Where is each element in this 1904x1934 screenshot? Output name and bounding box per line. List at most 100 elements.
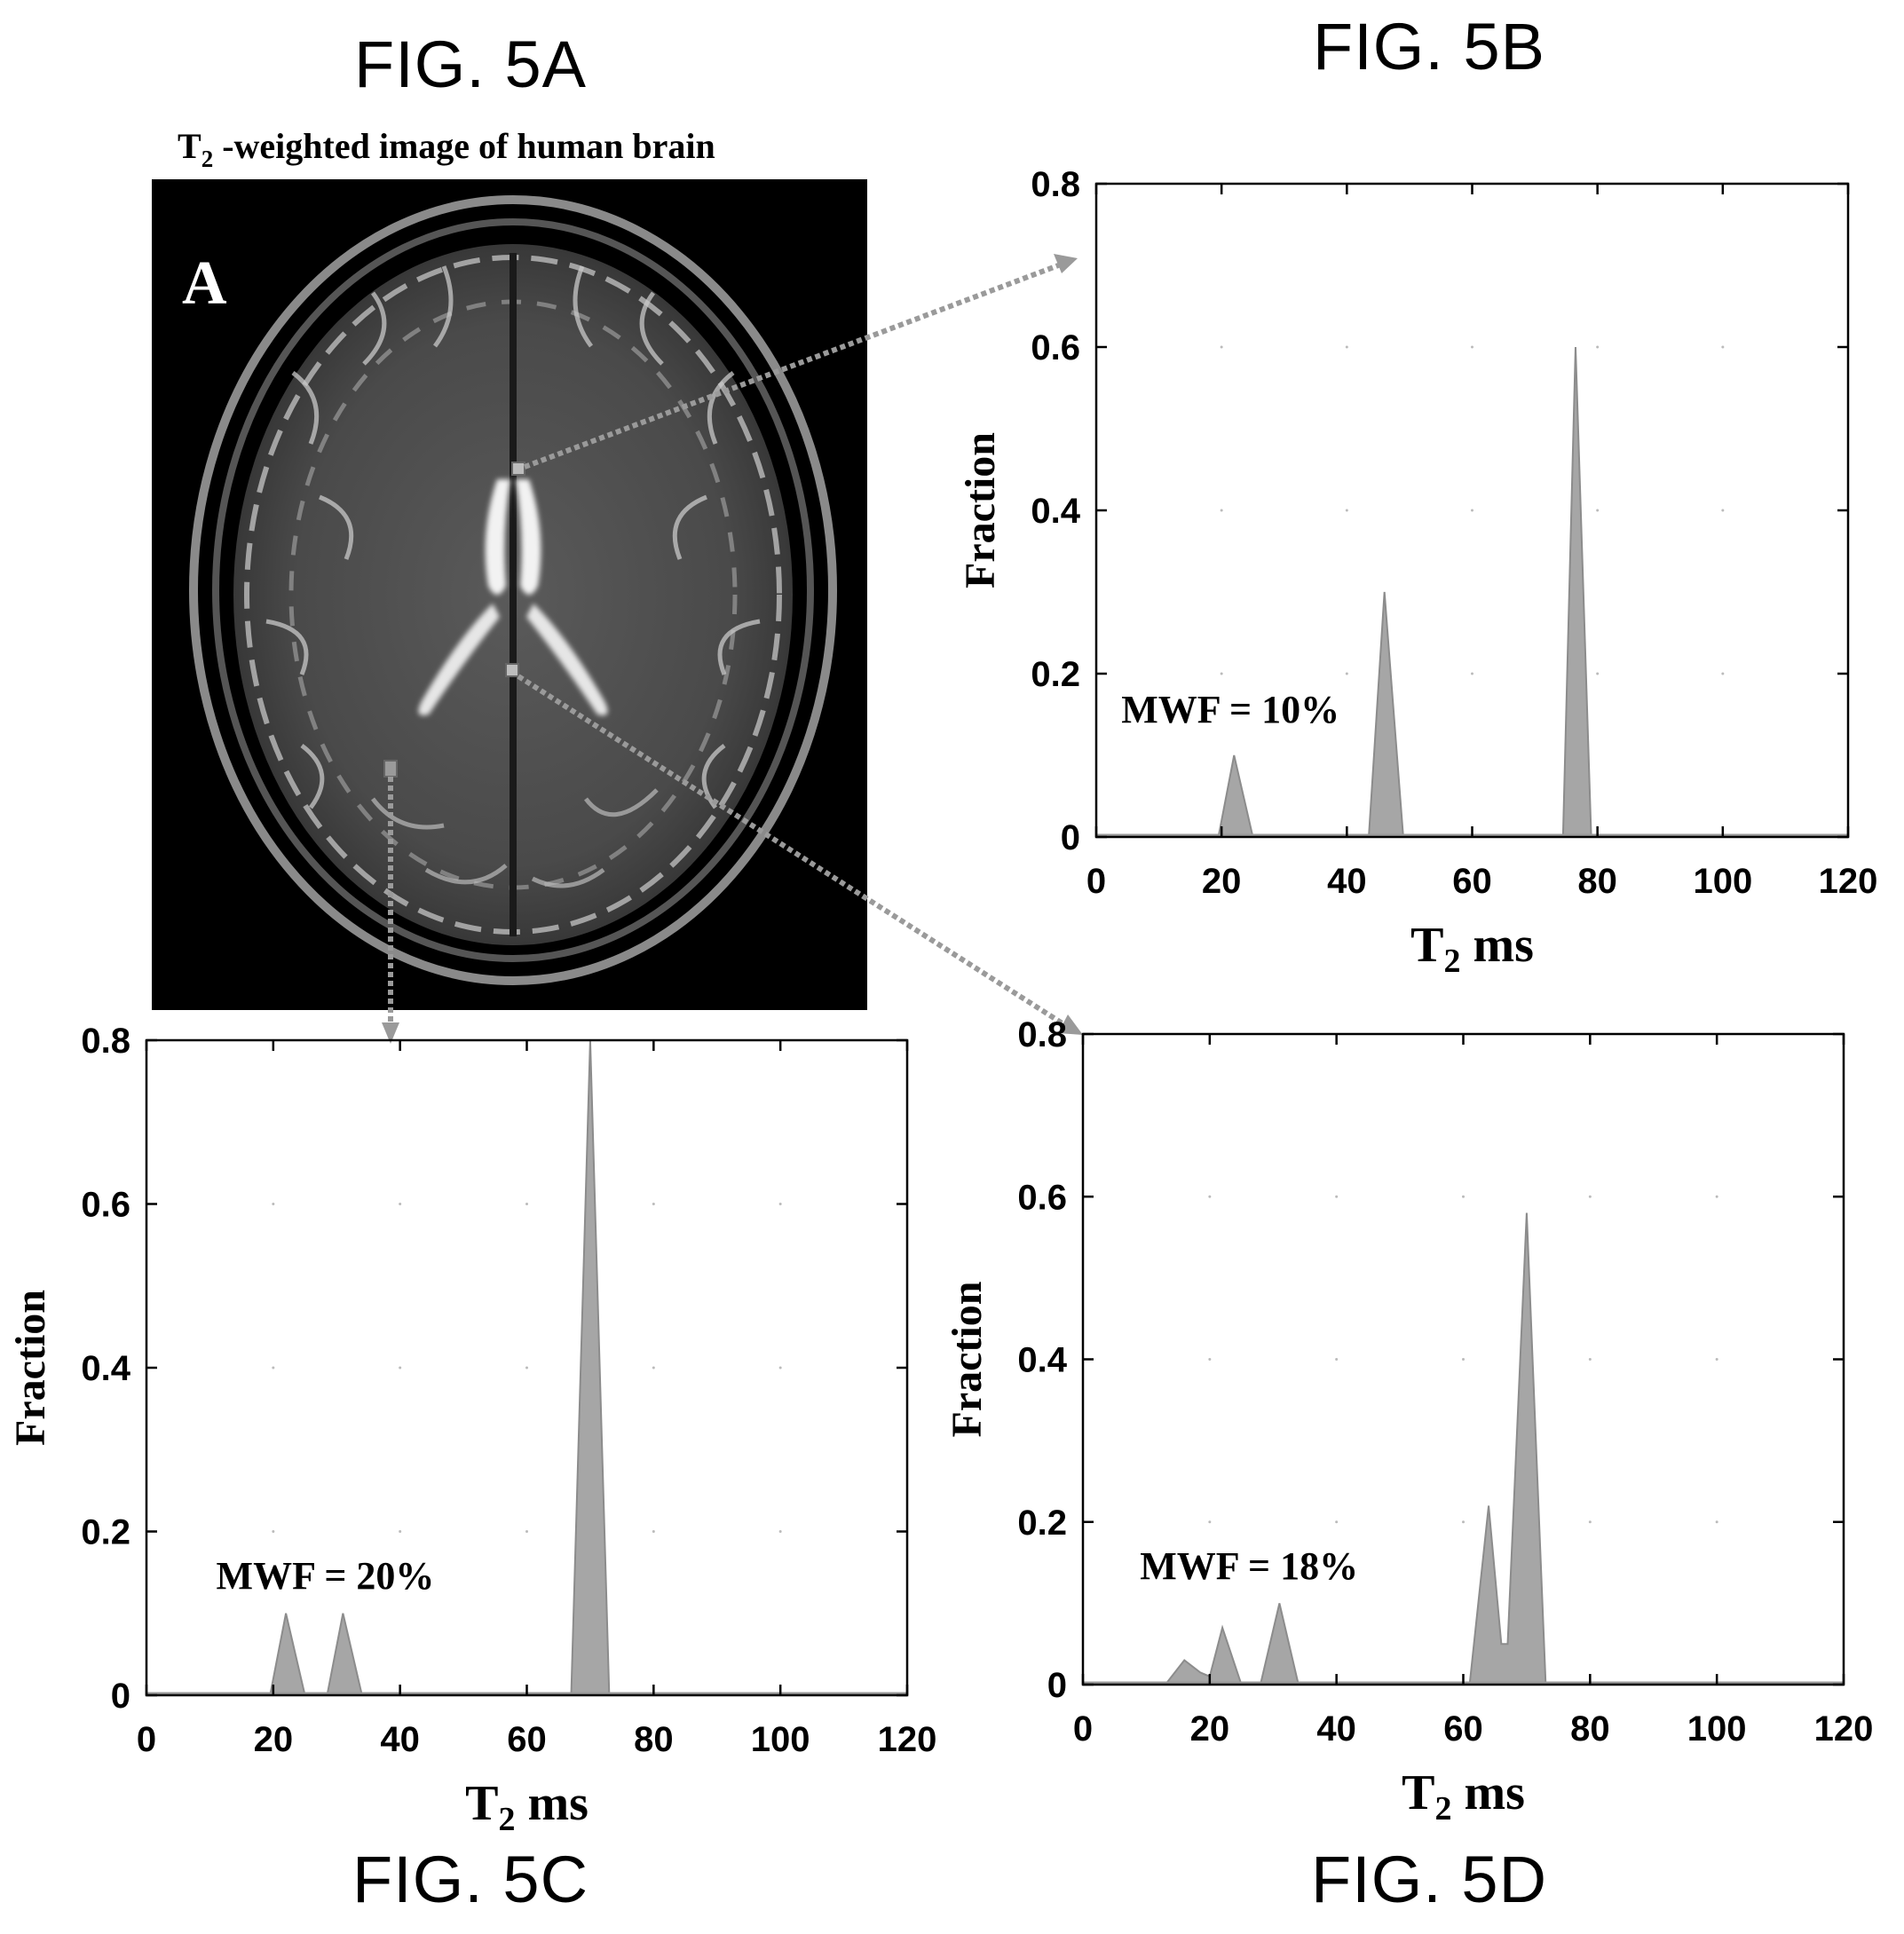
grid-dot <box>1462 1195 1465 1198</box>
y-tick-label: 0.6 <box>81 1186 130 1225</box>
x-tick-label: 0 <box>1086 862 1106 901</box>
y-axis-label: Fraction <box>957 432 1004 588</box>
arrowhead-5d <box>1058 1014 1083 1035</box>
y-tick-label: 0.6 <box>1031 328 1080 367</box>
grid-dot <box>1596 672 1600 675</box>
x-axis-label: T2 ms <box>1410 918 1534 980</box>
y-tick-label: 0 <box>1047 1666 1067 1705</box>
grid-dot <box>272 1203 275 1205</box>
arrow-to-5d <box>517 674 1067 1028</box>
mwf-annotation: MWF = 20% <box>217 1554 435 1598</box>
x-tick-label: 40 <box>1327 862 1367 901</box>
x-tick-label: 60 <box>1443 1709 1483 1748</box>
x-tick-label: 20 <box>1190 1709 1230 1748</box>
grid-dot <box>1220 345 1223 349</box>
distribution-area <box>1096 346 1848 838</box>
fig-5c-label: FIG. 5C <box>352 1843 589 1916</box>
grid-dot <box>1721 672 1725 675</box>
panel-letter-a: A <box>182 249 227 318</box>
x-tick-label: 120 <box>1819 862 1878 901</box>
roi-marker-b <box>511 462 525 476</box>
x-tick-label: 80 <box>1577 862 1617 901</box>
y-tick-label: 0.8 <box>1031 165 1080 204</box>
grid-dot <box>1715 1520 1718 1524</box>
grid-dot <box>1220 672 1223 675</box>
grid-dot <box>399 1366 402 1370</box>
grid-dot <box>1345 672 1348 675</box>
grid-dot <box>1208 1358 1212 1361</box>
grid-dot <box>1471 509 1473 512</box>
grid-dot <box>1596 509 1600 512</box>
grid-dot <box>1588 1520 1592 1524</box>
roi-marker-d <box>505 663 519 677</box>
chart-5b: 0 20 40 60 80 100 120 0 0.2 0.4 0.6 0.8 T2 ms Fractio… <box>957 165 1877 980</box>
y-tick-label: 0 <box>1061 818 1080 857</box>
grid-dot <box>778 1203 782 1205</box>
grid-dot <box>652 1530 655 1533</box>
y-tick-label: 0 <box>111 1677 130 1716</box>
y-tick-label: 0.2 <box>1031 655 1080 694</box>
connector-arrows <box>388 262 1067 1028</box>
grid-dot <box>525 1530 528 1533</box>
y-tick-label: 0.4 <box>81 1349 130 1388</box>
chart-5d: 0 20 40 60 80 100 120 0 0.2 0.4 0.6 0.8 T2 ms Fractio… <box>944 1015 1873 1827</box>
grid-dot <box>1721 509 1725 512</box>
x-tick-label: 40 <box>380 1720 420 1759</box>
grid-dot <box>1462 1358 1465 1361</box>
y-tick-label: 0.4 <box>1031 492 1080 531</box>
x-tick-label: 80 <box>1570 1709 1610 1748</box>
x-tick-label: 100 <box>1693 862 1752 901</box>
chart-5c: 0 20 40 60 80 100 120 0 0.2 0.4 0.6 0.8 T2 ms Fractio… <box>7 1022 936 1838</box>
grid-dot <box>1208 1520 1212 1524</box>
x-tick-label: 100 <box>751 1720 810 1759</box>
x-tick-label: 60 <box>507 1720 547 1759</box>
distribution-area <box>1083 1212 1844 1685</box>
x-tick-label: 120 <box>878 1720 937 1759</box>
x-axis-label: T2 ms <box>1402 1765 1525 1827</box>
grid-dot <box>272 1530 275 1533</box>
grid-dot <box>652 1203 655 1205</box>
x-tick-label: 100 <box>1687 1709 1747 1748</box>
y-tick-label: 0.2 <box>1017 1504 1067 1543</box>
y-axis-label: Fraction <box>7 1290 54 1446</box>
fig-5b-label: FIG. 5B <box>1313 10 1545 83</box>
grid-dot <box>1345 509 1348 512</box>
grid-dot <box>1588 1195 1592 1198</box>
y-tick-label: 0.8 <box>81 1022 130 1061</box>
grid-dot <box>778 1366 782 1370</box>
roi-marker-c <box>383 760 398 778</box>
y-axis-label: Fraction <box>944 1282 991 1438</box>
grid-dot <box>1335 1195 1339 1198</box>
grid-dot <box>399 1203 402 1205</box>
x-tick-label: 60 <box>1452 862 1492 901</box>
mri-brain-image: A <box>152 179 867 1010</box>
x-tick-label: 0 <box>137 1720 156 1759</box>
x-tick-label: 40 <box>1316 1709 1356 1748</box>
grid-dot <box>525 1203 528 1205</box>
grid-dot <box>1335 1520 1339 1524</box>
x-tick-label: 80 <box>634 1720 674 1759</box>
arrow-to-5b <box>523 262 1063 470</box>
fig-5a-label: FIG. 5A <box>354 28 587 101</box>
mwf-annotation: MWF = 18% <box>1140 1544 1358 1588</box>
arrowhead-5b <box>1054 254 1078 273</box>
x-axis-label: T2 ms <box>465 1776 589 1838</box>
x-tick-label: 0 <box>1073 1709 1093 1748</box>
grid-dot <box>778 1530 782 1533</box>
grid-dot <box>1721 345 1725 349</box>
grid-dot <box>1335 1358 1339 1361</box>
grid-dot <box>1220 509 1223 512</box>
y-tick-label: 0.8 <box>1017 1015 1067 1054</box>
mwf-annotation: MWF = 10% <box>1121 688 1339 731</box>
grid-dot <box>525 1366 528 1370</box>
arrowhead-5c <box>382 1022 399 1044</box>
grid-dot <box>1715 1358 1718 1361</box>
grid-dot <box>1471 345 1473 349</box>
grid-dot <box>272 1366 275 1370</box>
grid-dot <box>1462 1520 1465 1524</box>
grid-dot <box>1471 672 1473 675</box>
x-tick-label: 20 <box>254 1720 294 1759</box>
x-tick-label: 120 <box>1814 1709 1874 1748</box>
y-tick-label: 0.6 <box>1017 1178 1067 1217</box>
